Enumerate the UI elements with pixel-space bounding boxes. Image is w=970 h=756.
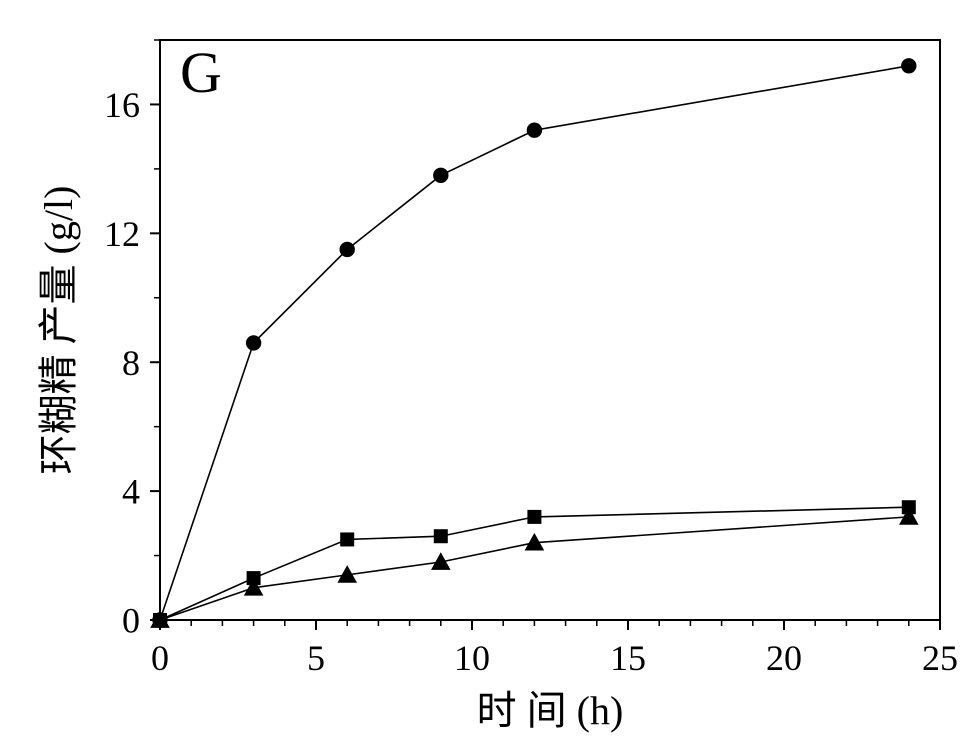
marker-square — [527, 510, 541, 524]
y-axis-label: 环糊精 产量 (g/l) — [36, 186, 81, 475]
y-tick-label: 0 — [122, 601, 140, 641]
x-tick-label: 0 — [151, 638, 169, 678]
y-tick-label: 16 — [104, 85, 140, 125]
chart-container: 0 5 10 15 20 25 0 4 8 12 16 时 间 (h) 环糊精 产量 (g/l) G — [0, 0, 970, 756]
y-tick-label: 4 — [122, 472, 140, 512]
marker-square — [434, 529, 448, 543]
y-tick-label: 12 — [104, 214, 140, 254]
x-tick-label: 15 — [610, 638, 646, 678]
chart-svg: 0 5 10 15 20 25 0 4 8 12 16 时 间 (h) 环糊精 产量 (g/l) G — [0, 0, 970, 756]
x-tick-label: 5 — [307, 638, 325, 678]
x-tick-label: 10 — [454, 638, 490, 678]
marker-circle — [340, 242, 355, 257]
marker-square — [340, 532, 354, 546]
x-tick-label: 25 — [922, 638, 958, 678]
marker-circle — [527, 123, 542, 138]
marker-circle — [433, 168, 448, 183]
x-axis-label: 时 间 (h) — [477, 688, 624, 733]
marker-circle — [901, 58, 916, 73]
series-line — [160, 517, 909, 620]
series-square-series — [153, 500, 916, 627]
series-triangle-series — [150, 507, 918, 628]
marker-circle — [246, 335, 261, 350]
x-tick-label: 20 — [766, 638, 802, 678]
panel-letter: G — [180, 40, 222, 105]
y-tick-label: 8 — [122, 343, 140, 383]
